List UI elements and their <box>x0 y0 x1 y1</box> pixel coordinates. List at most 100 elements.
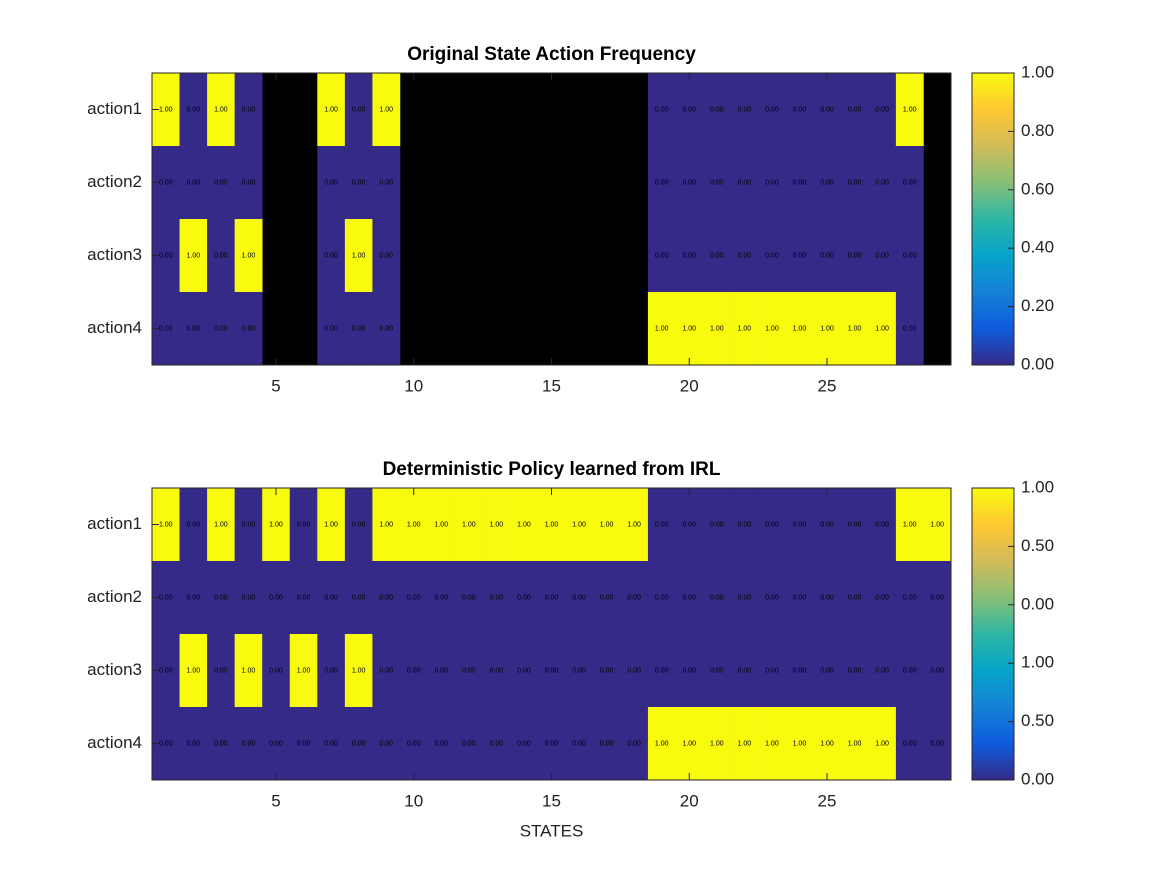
cell-label: 1.00 <box>848 740 862 747</box>
cell-label: 1.00 <box>655 325 669 332</box>
cell-label: 0.00 <box>655 252 669 259</box>
cell-label: 1.00 <box>407 521 421 528</box>
cell <box>537 634 566 708</box>
cell <box>813 219 842 293</box>
colorbar-tick-label: 0.00 <box>1021 769 1054 788</box>
cell-label: 1.00 <box>352 252 366 259</box>
cell <box>868 561 897 635</box>
cell-label: 0.00 <box>269 667 283 674</box>
cell <box>207 634 235 708</box>
cell <box>179 561 208 635</box>
cell-label: 0.00 <box>242 521 256 528</box>
cell <box>840 219 869 293</box>
cell-label: 0.00 <box>903 667 917 674</box>
cell <box>840 292 869 366</box>
cell <box>703 219 731 293</box>
cell <box>234 219 263 293</box>
cell <box>785 146 814 220</box>
cell <box>344 488 373 562</box>
cell <box>647 219 676 293</box>
cell <box>923 707 952 781</box>
cell-label: 0.00 <box>793 106 807 113</box>
cell <box>758 292 786 366</box>
cell-label: 0.00 <box>379 179 393 186</box>
colorbar-tick-label: 0.80 <box>1021 121 1054 140</box>
cell <box>344 707 373 781</box>
cell <box>455 488 483 562</box>
cell <box>840 634 869 708</box>
cell-label: 1.00 <box>187 252 201 259</box>
cell-label: 0.00 <box>324 252 338 259</box>
cell-label: 1.00 <box>710 740 724 747</box>
cell <box>510 561 539 635</box>
cell-label: 0.00 <box>655 106 669 113</box>
colorbar-tick-label: 0.20 <box>1021 296 1054 315</box>
cell-label: 1.00 <box>434 521 448 528</box>
cell <box>868 146 897 220</box>
colorbar-tick-label: 0.60 <box>1021 179 1054 198</box>
cell-label: 1.00 <box>903 521 917 528</box>
cell <box>399 561 428 635</box>
cell <box>895 292 924 366</box>
cell <box>703 488 731 562</box>
cell <box>730 146 759 220</box>
cell <box>262 634 291 708</box>
cell <box>647 73 676 147</box>
cell-label: 0.00 <box>848 179 862 186</box>
cell-label: 0.00 <box>710 594 724 601</box>
cell <box>868 219 897 293</box>
cell <box>372 73 401 147</box>
cell-label: 0.00 <box>297 521 311 528</box>
cell-label: 1.00 <box>848 325 862 332</box>
cell-label: 1.00 <box>903 106 917 113</box>
cell <box>813 146 842 220</box>
cell <box>923 561 952 635</box>
chart-title: Deterministic Policy learned from IRL <box>383 459 721 480</box>
cell <box>179 219 208 293</box>
cell-label: 0.00 <box>214 594 228 601</box>
colorbar-tick-label: 1.00 <box>1021 653 1054 672</box>
cell <box>179 707 208 781</box>
x-tick-label: 25 <box>818 376 837 395</box>
cell-label: 0.00 <box>407 667 421 674</box>
cell <box>868 73 897 147</box>
cell-label: 0.00 <box>517 740 531 747</box>
cell-label: 0.00 <box>820 106 834 113</box>
cell <box>895 488 924 562</box>
cell <box>510 634 539 708</box>
cell <box>647 707 676 781</box>
cell-label: 1.00 <box>462 521 476 528</box>
cell <box>344 73 373 147</box>
cell-label: 1.00 <box>738 740 752 747</box>
cell-label: 0.00 <box>848 594 862 601</box>
cell-label: 0.00 <box>875 252 889 259</box>
cell <box>675 146 704 220</box>
heatmap-panel: 1.00 0.00 1.00 0.00 1.00 0.00 1.00 0.00 0.00 0.00… <box>87 44 1054 395</box>
cell <box>730 488 759 562</box>
cell <box>703 292 731 366</box>
cell-label: 0.00 <box>352 106 366 113</box>
cell <box>895 561 924 635</box>
cell-label: 0.00 <box>159 325 173 332</box>
cell <box>785 634 814 708</box>
cell <box>730 561 759 635</box>
cell-label: 0.00 <box>627 740 641 747</box>
cell-label: 0.00 <box>187 106 201 113</box>
cell-label: 0.00 <box>600 594 614 601</box>
cell <box>758 219 786 293</box>
cell-label: 0.00 <box>655 667 669 674</box>
cell <box>427 634 456 708</box>
cell <box>840 146 869 220</box>
cell-label: 0.00 <box>765 179 779 186</box>
cell-label: 1.00 <box>765 740 779 747</box>
cell <box>344 292 373 366</box>
cell-label: 0.00 <box>655 179 669 186</box>
cell <box>813 707 842 781</box>
cell-label: 0.00 <box>242 740 256 747</box>
cell <box>647 561 676 635</box>
cell-label: 0.00 <box>324 179 338 186</box>
x-tick-label: 5 <box>271 791 280 810</box>
cell <box>785 292 814 366</box>
cell <box>895 146 924 220</box>
